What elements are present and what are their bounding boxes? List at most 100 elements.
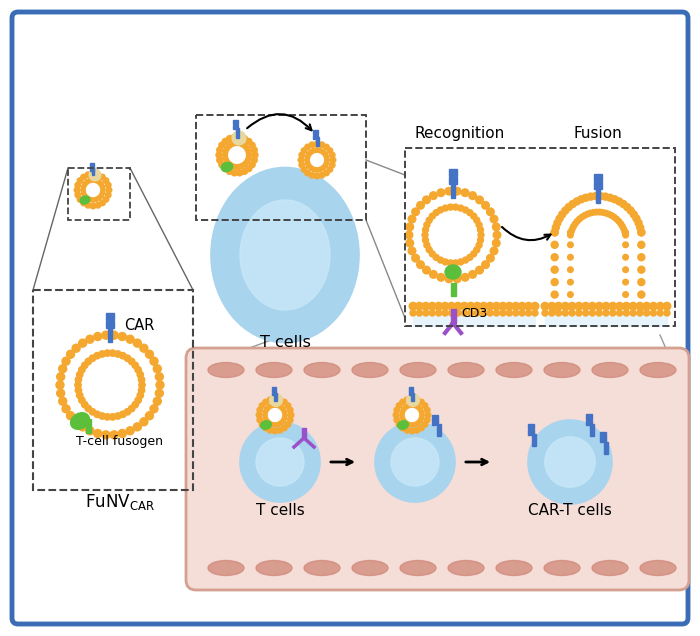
- Bar: [586, 414, 592, 419]
- Circle shape: [251, 157, 258, 163]
- Circle shape: [424, 407, 430, 413]
- Circle shape: [405, 427, 410, 433]
- Circle shape: [541, 302, 549, 310]
- Bar: [33, 290, 193, 490]
- Circle shape: [568, 302, 576, 310]
- Circle shape: [272, 396, 278, 402]
- Circle shape: [445, 188, 453, 195]
- Circle shape: [413, 403, 417, 408]
- Circle shape: [59, 365, 66, 373]
- Circle shape: [233, 164, 238, 169]
- Circle shape: [609, 302, 617, 310]
- Circle shape: [429, 213, 435, 219]
- Circle shape: [259, 403, 265, 408]
- Circle shape: [423, 237, 428, 243]
- Circle shape: [582, 310, 589, 316]
- Circle shape: [623, 230, 629, 235]
- Circle shape: [396, 422, 402, 427]
- Circle shape: [282, 410, 287, 414]
- Circle shape: [101, 188, 105, 192]
- Circle shape: [467, 302, 475, 310]
- Circle shape: [304, 158, 309, 162]
- Bar: [600, 432, 606, 437]
- Circle shape: [281, 399, 287, 405]
- Circle shape: [309, 142, 315, 148]
- Circle shape: [76, 371, 83, 378]
- Circle shape: [423, 227, 428, 233]
- Circle shape: [279, 421, 283, 425]
- Circle shape: [426, 247, 432, 252]
- Circle shape: [104, 413, 111, 420]
- Circle shape: [75, 387, 82, 394]
- Ellipse shape: [352, 363, 388, 378]
- Circle shape: [623, 232, 629, 238]
- Circle shape: [545, 437, 595, 487]
- Circle shape: [309, 149, 314, 154]
- Circle shape: [594, 209, 599, 215]
- Bar: [410, 393, 414, 401]
- Circle shape: [288, 417, 293, 423]
- Circle shape: [323, 170, 329, 176]
- FancyBboxPatch shape: [12, 12, 688, 624]
- Circle shape: [324, 161, 329, 165]
- Circle shape: [402, 418, 406, 423]
- Circle shape: [298, 157, 304, 163]
- Circle shape: [406, 223, 414, 231]
- Circle shape: [315, 168, 319, 172]
- Circle shape: [506, 310, 512, 316]
- Circle shape: [441, 302, 449, 310]
- Circle shape: [323, 144, 329, 150]
- Circle shape: [153, 365, 161, 373]
- Circle shape: [327, 167, 332, 172]
- Circle shape: [244, 159, 250, 164]
- Circle shape: [551, 241, 558, 248]
- Circle shape: [240, 422, 320, 502]
- Circle shape: [643, 302, 650, 310]
- Circle shape: [493, 302, 500, 310]
- Circle shape: [281, 425, 287, 431]
- Circle shape: [461, 302, 468, 310]
- Circle shape: [82, 357, 139, 413]
- Circle shape: [428, 211, 477, 259]
- Circle shape: [542, 310, 548, 316]
- Circle shape: [223, 153, 228, 158]
- Circle shape: [239, 142, 244, 146]
- Bar: [594, 174, 602, 181]
- Circle shape: [236, 141, 241, 146]
- Ellipse shape: [304, 363, 340, 378]
- Circle shape: [610, 310, 616, 316]
- Circle shape: [246, 139, 252, 144]
- Circle shape: [102, 431, 110, 439]
- Circle shape: [110, 431, 118, 439]
- Circle shape: [425, 412, 430, 418]
- Circle shape: [622, 230, 628, 235]
- Circle shape: [603, 211, 608, 216]
- Circle shape: [267, 408, 283, 422]
- Circle shape: [223, 156, 228, 161]
- Circle shape: [551, 291, 558, 298]
- Circle shape: [62, 357, 70, 365]
- Circle shape: [81, 191, 85, 195]
- Circle shape: [78, 339, 87, 347]
- Circle shape: [638, 254, 645, 261]
- Circle shape: [305, 155, 310, 159]
- Circle shape: [579, 214, 584, 220]
- Circle shape: [445, 275, 453, 282]
- Bar: [449, 177, 457, 184]
- Circle shape: [129, 358, 135, 364]
- Circle shape: [410, 428, 415, 434]
- Circle shape: [327, 148, 332, 153]
- Circle shape: [408, 247, 416, 254]
- Bar: [409, 387, 413, 391]
- Bar: [272, 387, 276, 391]
- Circle shape: [262, 425, 268, 431]
- Circle shape: [486, 208, 494, 216]
- Circle shape: [414, 397, 420, 403]
- Circle shape: [256, 438, 304, 486]
- Circle shape: [637, 310, 643, 316]
- Circle shape: [94, 352, 100, 359]
- Circle shape: [447, 260, 454, 266]
- Bar: [86, 419, 91, 433]
- Circle shape: [429, 251, 435, 257]
- Bar: [313, 135, 318, 139]
